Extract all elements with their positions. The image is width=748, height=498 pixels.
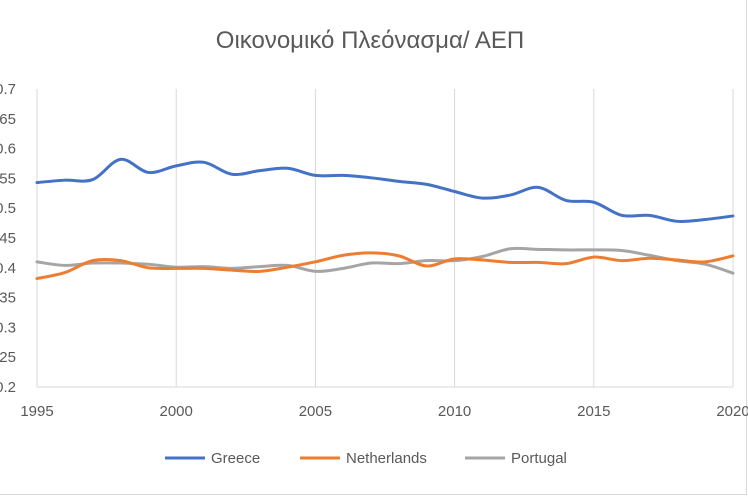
y-tick-label: 0.5 (0, 200, 16, 217)
x-tick-label: 2000 (160, 403, 193, 420)
series-line-greece (35, 157, 735, 223)
series-lines (35, 157, 735, 281)
legend-label-portugal: Portugal (511, 450, 567, 467)
tick-labels: 1995 2000 2005 2010 2015 2020 0.2 0.25 0.3 0.35 0.… (0, 81, 748, 420)
x-tick-label: 2010 (438, 403, 471, 420)
y-tick-label: 0.45 (0, 230, 16, 247)
y-tick-label: 0.4 (0, 260, 16, 277)
gridlines (36, 89, 734, 388)
series-line-netherlands (35, 251, 735, 281)
chart-title: Οικονομικό Πλεόνασμα/ ΑΕΠ (215, 27, 525, 54)
y-tick-label: 0.35 (0, 290, 16, 307)
legend-label-greece: Greece (211, 450, 260, 467)
y-tick-label: 0.2 (0, 379, 16, 396)
x-tick-label: 2005 (299, 403, 332, 420)
legend: Greece Netherlands Portugal (165, 450, 567, 467)
y-tick-label: 0.55 (0, 170, 16, 187)
y-tick-label: 0.3 (0, 319, 16, 336)
y-tick-label: 0.7 (0, 81, 16, 98)
series-line-portugal (35, 246, 735, 275)
y-tick-label: 0.65 (0, 111, 16, 128)
x-tick-label: 1995 (20, 403, 53, 420)
y-tick-label: 0.6 (0, 141, 16, 158)
x-tick-label: 2015 (577, 403, 610, 420)
legend-label-netherlands: Netherlands (346, 450, 427, 467)
x-tick-label: 2020 (716, 403, 748, 420)
y-tick-label: 0.25 (0, 349, 16, 366)
